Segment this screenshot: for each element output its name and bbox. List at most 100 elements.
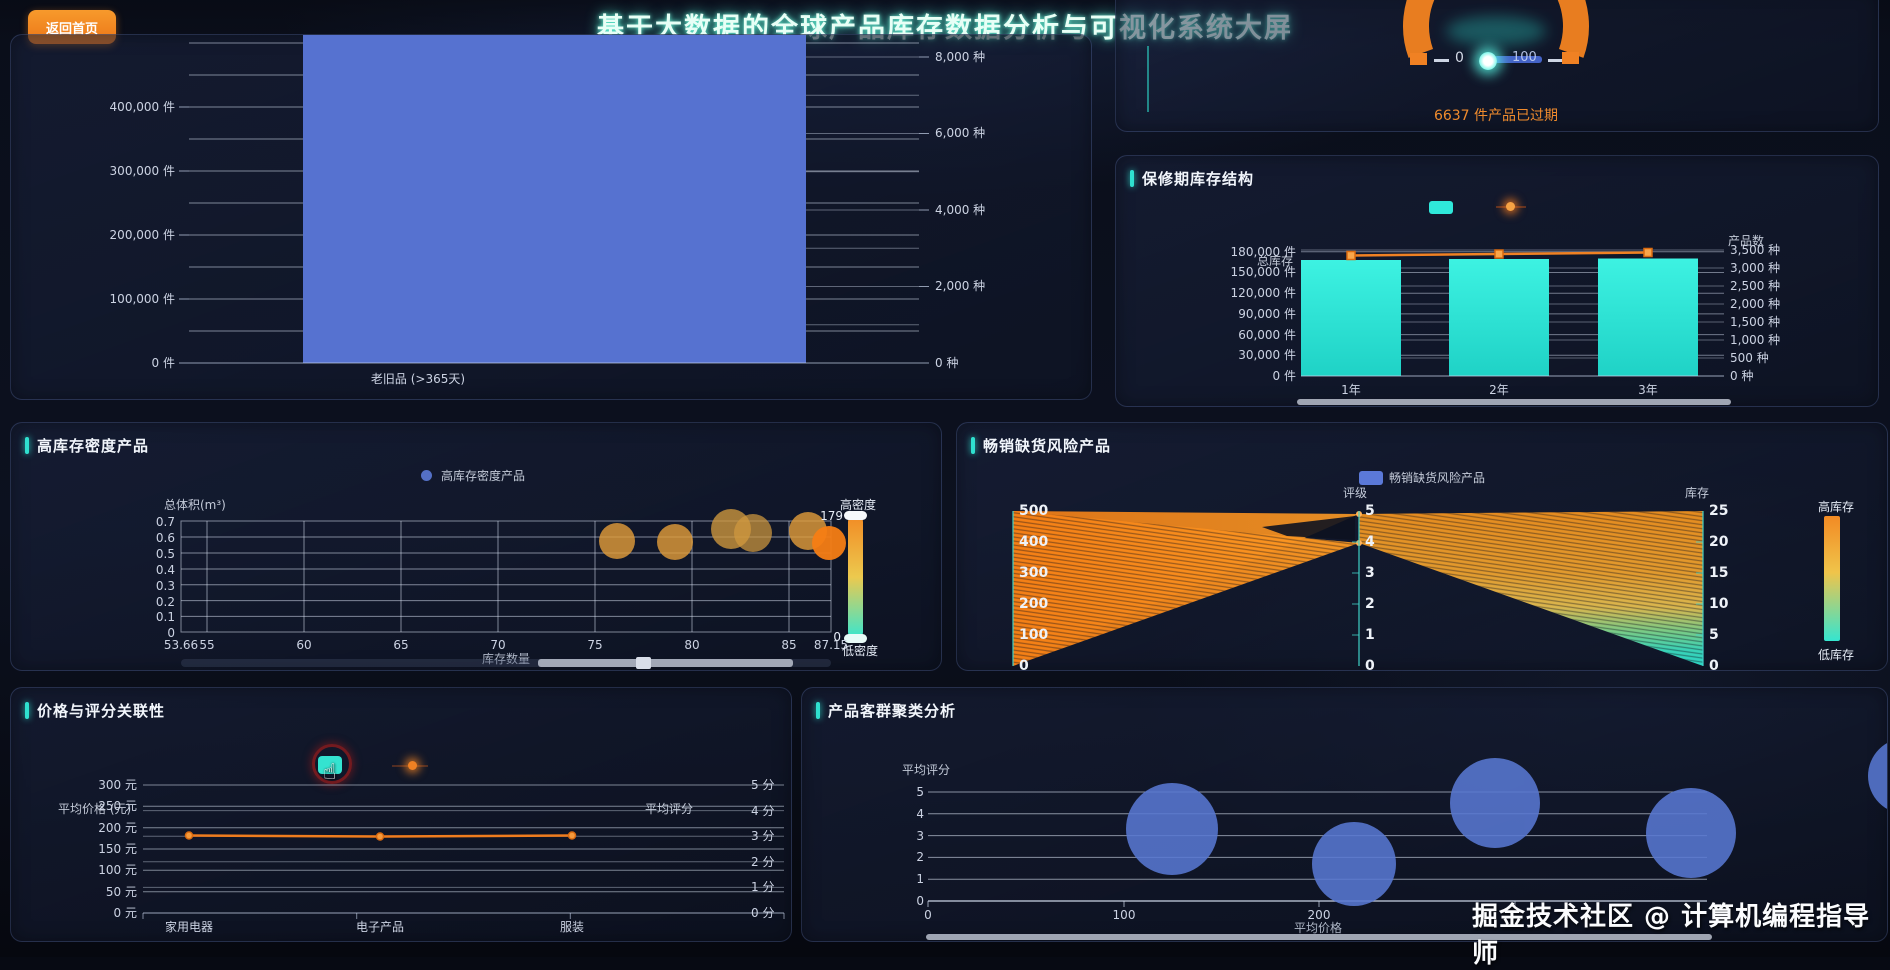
axis1-tick: 300 (1019, 565, 1049, 581)
watermark-text: 掘金技术社区 @ 计算机编程指导师 (1472, 902, 1871, 969)
x-axis-tick: 85 (781, 638, 797, 652)
panel-stockout-risk: 畅销缺货风险产品 畅销缺货风险产品 (956, 422, 1888, 671)
visualmap-min: 0 (833, 630, 841, 644)
visualmap-low-label: 低库存 (1818, 648, 1855, 662)
y2-axis-tick: 4 分 (751, 804, 775, 818)
legend-bar-swatch[interactable] (1429, 201, 1453, 214)
y-axis-tick: 0.1 (155, 610, 175, 624)
y2-axis-tick: 2 分 (751, 855, 775, 869)
y-axis-name: 平均评分 (902, 763, 951, 777)
datazoom-handle[interactable] (636, 657, 651, 669)
y2-axis-name: 产品数 (1728, 234, 1765, 248)
panel-title: 高库存密度产品 (37, 437, 150, 455)
visualmap-bar[interactable] (848, 515, 863, 639)
datazoom-window[interactable] (538, 659, 793, 667)
slider-track[interactable] (1494, 56, 1542, 63)
x-axis-category: 1年 (1341, 383, 1361, 397)
slider-end-block[interactable] (1410, 53, 1427, 65)
x-axis-tick: 100 (1112, 908, 1136, 922)
datazoom-slider[interactable] (1297, 399, 1731, 405)
x-axis-tick: 80 (684, 638, 700, 652)
y-axis-tick: 30,000 件 (1238, 348, 1296, 362)
y-axis-tick: 1 (916, 872, 924, 886)
y2-axis-tick: 3,000 种 (1730, 261, 1781, 275)
x-axis-name: 库存数量 (481, 652, 530, 666)
y2-axis-tick: 2,000 种 (1730, 297, 1781, 311)
legend-hover-glow (312, 744, 352, 784)
density-scatter-chart[interactable] (11, 423, 941, 670)
y-axis-tick: 0.6 (155, 531, 175, 545)
axis-line-remnant (1147, 46, 1149, 112)
legend-scatter-dot[interactable] (421, 470, 432, 481)
gauge-center-glow (1446, 16, 1546, 46)
y-axis-tick: 0.2 (155, 595, 175, 609)
y-axis-tick: 0 件 (151, 356, 175, 370)
visualmap-handle-top[interactable] (844, 511, 867, 520)
axis1-tick: 100 (1019, 627, 1049, 643)
y-axis-tick: 400,000 件 (109, 100, 175, 114)
bar-1year[interactable] (1301, 260, 1401, 376)
y-axis-tick: 120,000 件 (1230, 286, 1296, 300)
y2-axis-tick: 1,500 种 (1730, 315, 1781, 329)
bar-3year[interactable] (1598, 258, 1698, 377)
y-axis-tick: 50 元 (105, 885, 137, 899)
gauge-arc (1403, 0, 1589, 58)
axis2-tick: 4 (1365, 534, 1375, 550)
axis3-tick: 10 (1709, 596, 1729, 612)
axis-name-rating: 评级 (1343, 486, 1368, 500)
y-axis-tick: 180,000 件 (1230, 245, 1296, 259)
y-axis-tick: 0.7 (155, 515, 175, 529)
panel-high-density: 高库存密度产品 高库存密度产品 总体积(m³) (10, 422, 942, 671)
legend-label[interactable]: 畅销缺货风险产品 (1389, 471, 1486, 485)
y2-axis-tick: 3 分 (751, 829, 775, 843)
x-axis-tick: 53.66 (163, 638, 199, 652)
y2-axis-tick: 5 分 (751, 778, 775, 792)
axis2-tick: 0 (1365, 658, 1375, 671)
density-bubbles[interactable] (599, 509, 846, 560)
legend-line-dot[interactable] (408, 761, 417, 770)
aging-bar-chart[interactable] (11, 35, 1091, 399)
panel-title: 产品客群聚类分析 (828, 702, 957, 720)
visualmap-handle-bottom[interactable] (844, 634, 867, 643)
legend-line-dot[interactable] (1506, 202, 1515, 211)
y2-axis-tick: 4,000 种 (935, 203, 986, 217)
x-axis-tick: 60 (296, 638, 312, 652)
slider-end-block[interactable] (1562, 52, 1579, 64)
x-axis-category: 服装 (559, 920, 584, 934)
cluster-bubbles[interactable] (1126, 738, 1887, 906)
datazoom-slider[interactable] (926, 934, 1712, 940)
x-axis-category: 3年 (1638, 383, 1658, 397)
y-axis-tick: 300,000 件 (109, 164, 175, 178)
axis3-tick: 20 (1709, 534, 1729, 550)
price-line-chart[interactable] (11, 688, 791, 941)
warranty-chart[interactable] (1116, 156, 1878, 406)
y-axis-tick: 150,000 件 (1230, 265, 1296, 279)
slider-min-label: 0 (1455, 50, 1464, 66)
datazoom-track[interactable] (181, 659, 831, 667)
risk-parallel-chart[interactable] (957, 423, 1887, 670)
cluster-scatter-chart[interactable] (802, 688, 1887, 941)
y2-axis-tick: 3,500 种 (1730, 243, 1781, 257)
x-axis-category: 电子产品 (355, 920, 404, 934)
y-axis-tick: 200 元 (98, 821, 137, 835)
y-axis-tick: 300 元 (98, 778, 137, 792)
y2-axis-tick: 0 种 (935, 356, 959, 370)
legend-bar-swatch[interactable] (318, 756, 342, 774)
legend-swatch[interactable] (1359, 471, 1383, 485)
y2-axis-tick: 1 分 (751, 880, 775, 894)
legend-label[interactable]: 高库存密度产品 (441, 469, 526, 483)
axis2-tick: 3 (1365, 565, 1375, 581)
aging-bar[interactable] (303, 35, 806, 363)
bar-2year[interactable] (1449, 259, 1549, 376)
slider-handle-orb[interactable] (1479, 52, 1497, 70)
expiry-gauge-arc (1403, 0, 1589, 58)
y-axis-tick: 250 元 (98, 799, 137, 813)
visualmap-high-label: 高密度 (840, 498, 877, 512)
title-accent-bar (1130, 170, 1134, 187)
visualmap-bar[interactable] (1824, 516, 1840, 641)
axis3-tick: 5 (1709, 627, 1719, 643)
y-axis-tick: 3 (916, 829, 924, 843)
slider-dash (1548, 59, 1562, 62)
x-axis-category: 老旧品 (>365天) (370, 372, 466, 386)
